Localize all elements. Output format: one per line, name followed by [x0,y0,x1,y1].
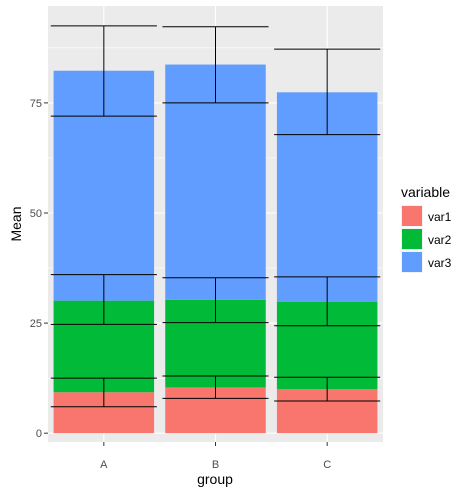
errorbar-var3-B [162,26,269,104]
legend-items: var1 var2 var3 [401,205,452,273]
x-tick-label: B [212,459,219,471]
errorbar-var1-B [162,375,269,399]
bars [53,64,378,434]
x-axis-title: group [197,471,233,487]
y-tick-label: 75 [30,98,42,110]
legend-label-var3: var3 [428,256,452,270]
x-tick-label: C [323,459,331,471]
errorbar-var1-C [274,376,381,402]
y-axis-title: Mean [8,206,24,241]
errorbar-var2-C [274,276,381,327]
legend-title: variable [401,184,450,200]
errorbar-var1-A [50,377,157,408]
legend-label-var2: var2 [428,233,452,247]
error-bars [50,25,381,408]
y-tick-label: 0 [36,428,42,440]
x-tick-label: A [100,459,108,471]
bar-var3-B [165,64,266,300]
errorbar-var2-A [50,274,157,325]
y-axis: 0 25 50 75 [30,98,48,440]
errorbar-var3-C [274,48,381,136]
errorbar-var2-B [162,277,269,324]
legend-key-var2 [402,229,422,249]
y-tick-label: 25 [30,318,42,330]
legend-key-var3 [402,252,422,272]
errorbar-var3-A [50,25,157,117]
legend-key-var1 [402,206,422,226]
x-axis: A B C [100,442,331,471]
legend-label-var1: var1 [428,210,452,224]
legend: variable var1 var2 var3 [401,184,452,273]
y-tick-label: 50 [30,208,42,220]
